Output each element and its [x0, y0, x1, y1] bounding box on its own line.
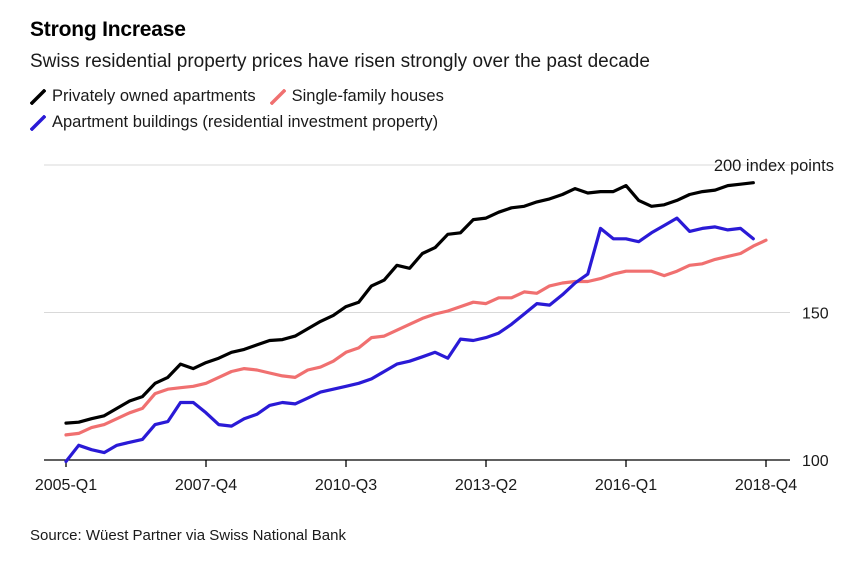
legend-row-2: Apartment buildings (residential investm…: [30, 113, 452, 132]
source-note: Source: Wüest Partner via Swiss National…: [30, 527, 346, 544]
legend-label-apartments: Privately owned apartments: [52, 87, 256, 105]
y-tick-label-150: 150: [802, 306, 829, 323]
chart-subtitle: Swiss residential property prices have r…: [30, 51, 650, 72]
x-tick-label: 2005-Q1: [35, 477, 97, 494]
series-line-privately: [64, 181, 755, 425]
legend-swatch-apartments: [30, 88, 46, 105]
axis-labels: 2005-Q1 2007-Q4 2010-Q3 2013-Q2 2016-Q1 2018-…: [35, 157, 834, 494]
x-tick-label: 2010-Q3: [315, 477, 377, 494]
grid-lines: [44, 164, 790, 313]
x-axis: [44, 459, 790, 467]
chart-title: Strong Increase: [30, 18, 186, 41]
legend-row-1: Privately owned apartments Single-family…: [30, 87, 458, 106]
legend-item-houses: Single-family houses: [269, 87, 444, 106]
series-line-apartment: [64, 216, 755, 464]
y-top-label: 200 index points: [714, 157, 834, 175]
x-tick-label: 2016-Q1: [595, 477, 657, 494]
legend-label-buildings: Apartment buildings (residential investm…: [52, 113, 439, 131]
x-tick-label: 2018-Q4: [735, 477, 797, 494]
series-line-single-family: [64, 238, 768, 437]
legend-swatch-buildings: [30, 114, 46, 131]
legend-swatch-houses: [269, 88, 286, 105]
legend-item-apartments: Privately owned apartments: [30, 87, 256, 106]
x-tick-label: 2013-Q2: [455, 477, 517, 494]
x-tick-label: 2007-Q4: [175, 477, 237, 494]
series-lines: [64, 181, 768, 464]
legend-label-houses: Single-family houses: [291, 87, 444, 105]
y-tick-label-100: 100: [802, 453, 829, 470]
legend-item-buildings: Apartment buildings (residential investm…: [30, 113, 438, 132]
